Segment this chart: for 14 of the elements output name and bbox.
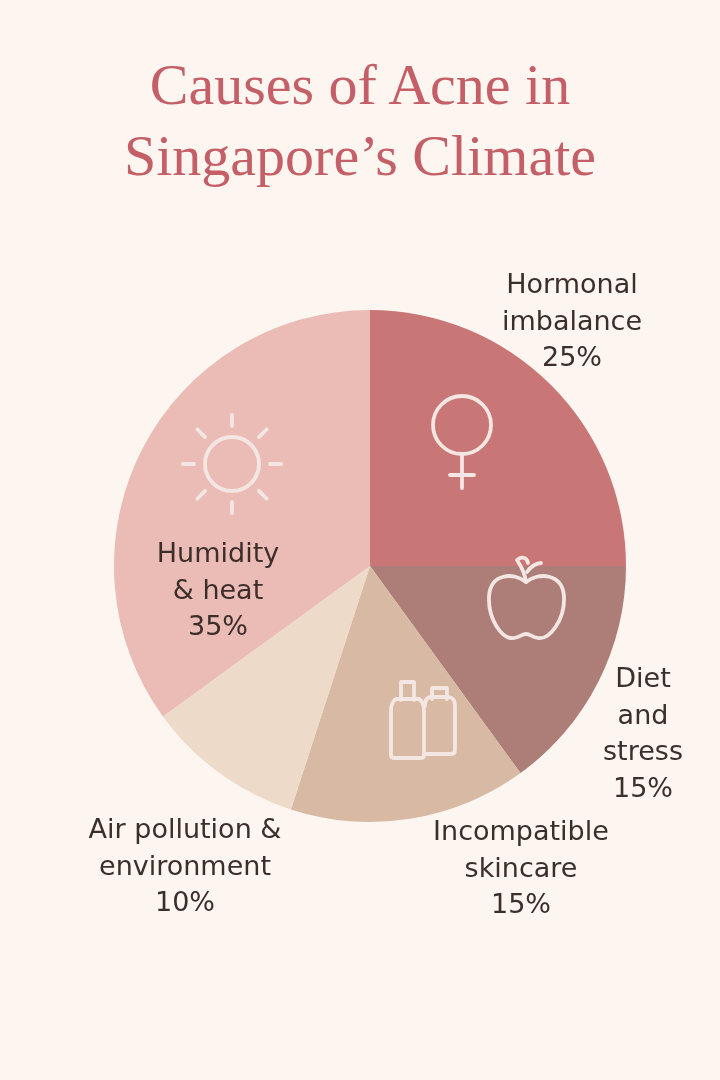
data-label: 15% [490,888,552,919]
slice-label: Hormonal imbalance [501,268,643,336]
data-label: 35% [187,610,249,641]
slice-label: Air pollution & environment [88,813,282,881]
data-label: 25% [541,341,603,372]
data-label: 10% [154,886,216,917]
data-label: 15% [612,771,674,803]
chart-title: Causes of Acne in Singapore’s Climate [123,51,597,190]
slice-label: Humidity & heat [156,537,280,605]
pie-slice [290,566,521,822]
pie-slice [114,310,370,717]
slice-label: Diet and stress [603,662,683,766]
pie-slice [162,566,370,810]
slice-label: Incompatible skincare [433,815,609,883]
